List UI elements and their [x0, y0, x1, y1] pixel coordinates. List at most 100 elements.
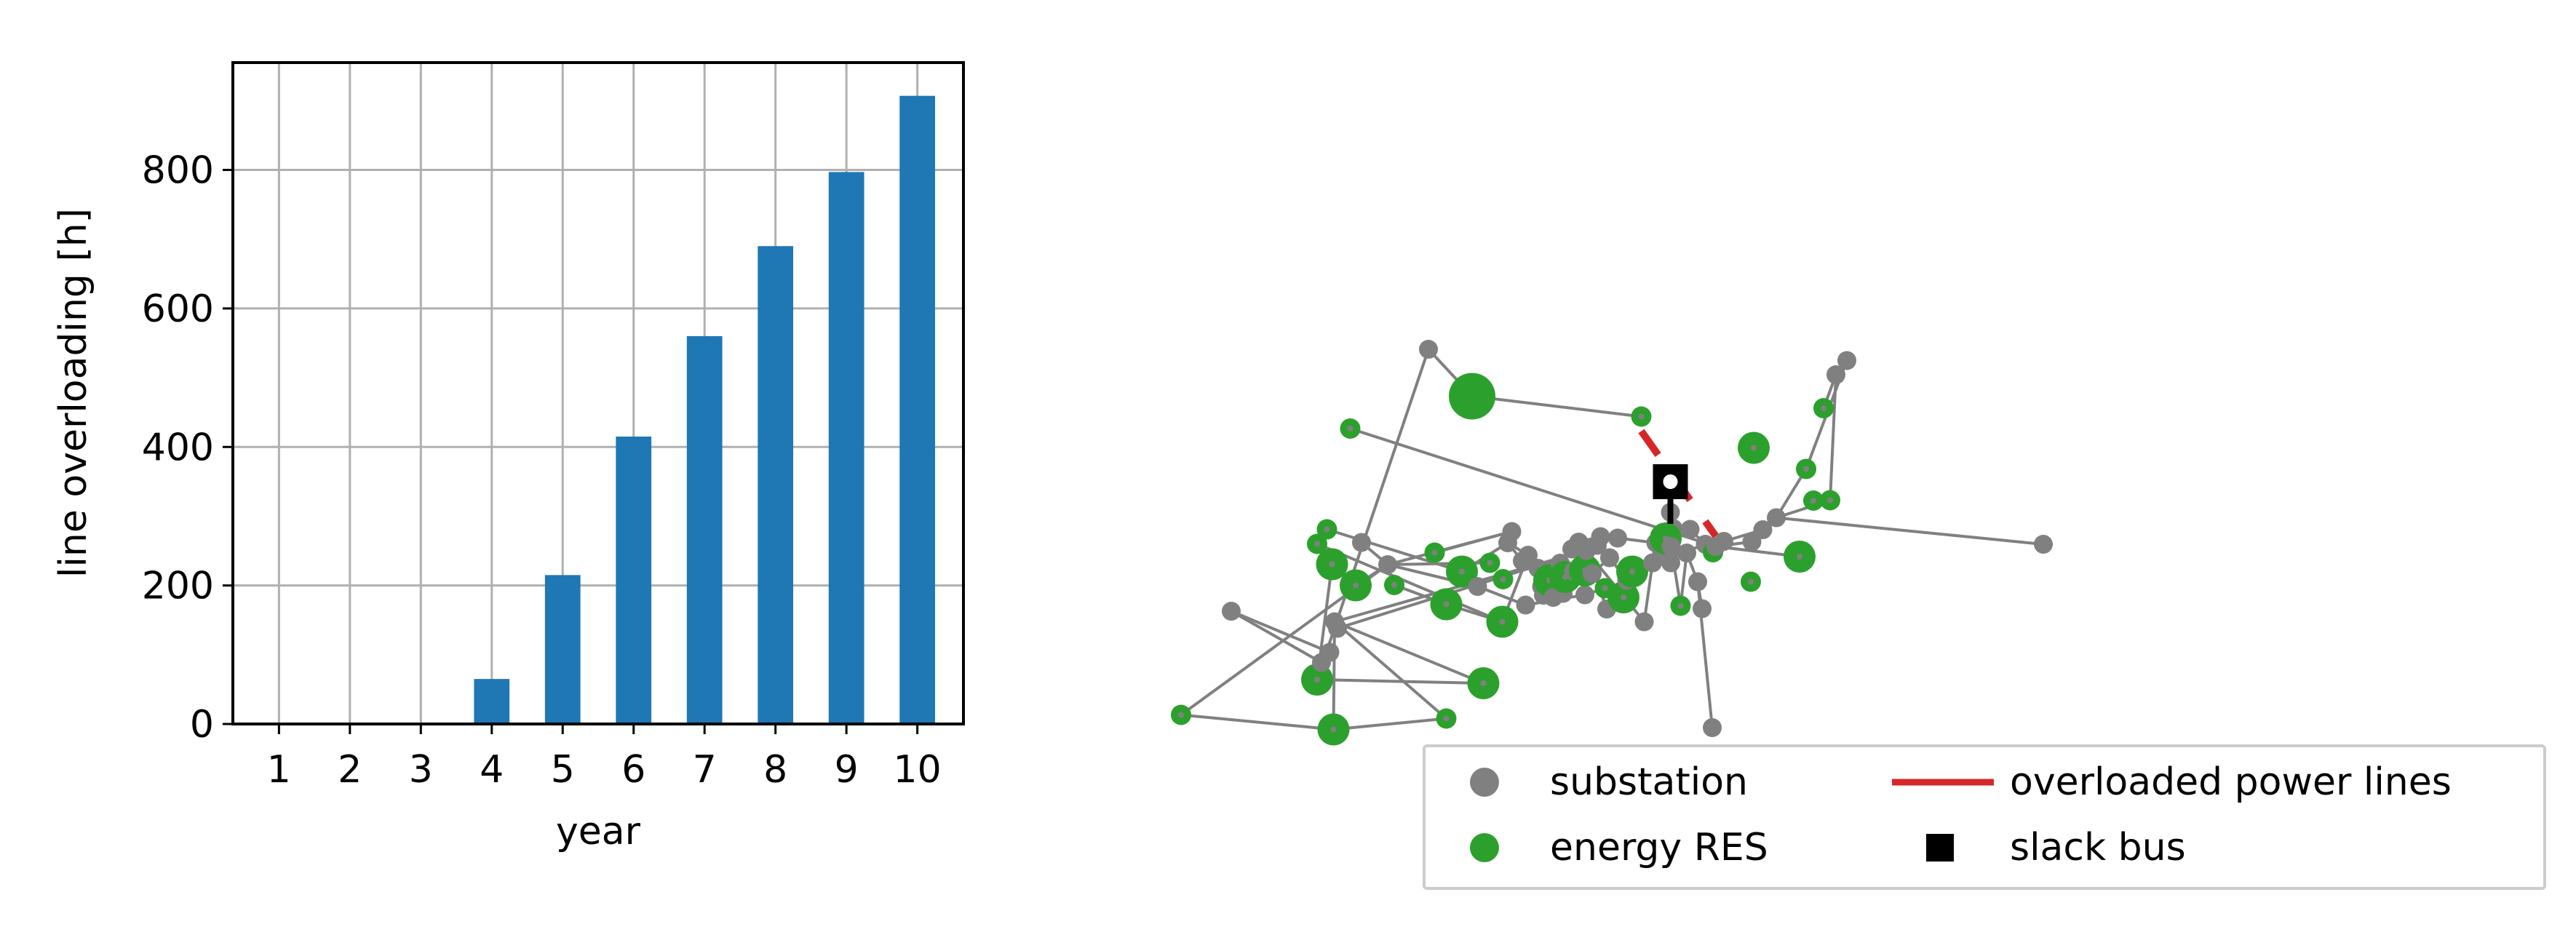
power-line	[1334, 620, 1484, 685]
x-tick-label: 6	[621, 748, 645, 792]
res-node-center	[1314, 541, 1320, 547]
substation-node	[1468, 577, 1487, 596]
legend-box	[1423, 744, 2546, 890]
res-node-center	[1178, 712, 1184, 718]
substation-node	[1516, 595, 1535, 615]
y-tick-label: 800	[142, 149, 214, 193]
res-node-center	[1803, 466, 1809, 472]
res-node-center	[1751, 445, 1757, 451]
y-tick-label: 600	[142, 287, 214, 331]
res-node-center	[1330, 726, 1337, 733]
substation-node	[1583, 564, 1602, 584]
substation-node	[1742, 532, 1762, 552]
res-node-center	[1500, 576, 1506, 582]
res-node-center	[1329, 561, 1335, 568]
x-tick-label: 5	[551, 748, 575, 792]
legend-res-label: energy RES	[1550, 826, 1768, 870]
res-node-center	[1638, 413, 1645, 420]
res-node-center	[1621, 594, 1626, 600]
substation-node	[1608, 528, 1627, 548]
substation-node	[1826, 365, 1845, 384]
y-axis-label: line overloading [h]	[52, 208, 95, 578]
res-node-center	[1602, 585, 1608, 592]
power-line	[1231, 610, 1322, 664]
substation-node	[1837, 351, 1856, 370]
res-node-center	[1480, 680, 1487, 686]
bars	[474, 95, 936, 724]
power-line	[1316, 678, 1484, 685]
y-tick-label: 200	[142, 565, 214, 608]
res-node-center	[1443, 601, 1450, 608]
x-axis-label: year	[556, 810, 641, 854]
res-node-center	[1347, 426, 1353, 431]
plot-frame	[231, 61, 965, 725]
substation-node	[1661, 553, 1680, 573]
substation-node	[1767, 508, 1786, 528]
power-line	[1333, 717, 1447, 731]
x-tick-label: 3	[409, 748, 433, 792]
bar	[686, 335, 723, 724]
x-tick-label: 10	[894, 748, 942, 792]
res-node-center	[1810, 498, 1816, 504]
x-gridlines	[277, 63, 919, 724]
bar	[474, 679, 510, 724]
x-tick-label: 1	[267, 748, 291, 792]
y-tick-label: 0	[190, 703, 214, 747]
res-node	[1449, 373, 1495, 420]
substation-node	[1634, 612, 1654, 632]
power-line	[1471, 394, 1642, 418]
legend-substation-label: substation	[1550, 760, 1748, 804]
network-graph	[1171, 340, 2053, 746]
bar	[758, 246, 794, 724]
y-tick-labels: 0 200 400 600 800	[142, 149, 214, 747]
res-node-center	[1353, 582, 1359, 589]
substation-node	[1575, 585, 1594, 605]
substation-node	[1378, 555, 1397, 574]
power-line	[1316, 542, 1503, 624]
legend-slack-label: slack bus	[2010, 826, 2186, 870]
bar	[544, 575, 581, 724]
bar-chart: 1 2 3 4 5 6 7 8 9 10 0 200 400 600 800 year line over…	[52, 61, 965, 854]
bar	[828, 172, 864, 724]
power-line	[1333, 620, 1447, 720]
network-nodes	[1171, 340, 2053, 746]
res-node-center	[1827, 497, 1833, 504]
substation-node	[1703, 718, 1722, 737]
y-tick-label: 400	[142, 426, 214, 469]
res-node-center	[1499, 618, 1506, 625]
res-node-center	[1443, 715, 1450, 722]
substation-node	[1328, 618, 1347, 638]
power-line	[1829, 374, 1837, 501]
legend: substation energy RES overloaded power l…	[1423, 744, 2546, 890]
substation-node	[1419, 340, 1438, 359]
res-node-center	[1629, 568, 1635, 575]
legend-slack-marker	[1926, 834, 1954, 862]
legend-substation-marker	[1470, 768, 1499, 797]
substation-node	[1320, 642, 1340, 662]
power-line	[1231, 610, 1331, 654]
x-tick-label: 7	[693, 748, 717, 792]
res-node-center	[1487, 560, 1493, 566]
substation-node	[1714, 532, 1733, 551]
res-node-center	[1324, 526, 1330, 533]
x-tick-label: 4	[480, 748, 504, 792]
substation-node	[1600, 548, 1619, 568]
substation-node	[1661, 537, 1681, 556]
x-tick-label: 2	[338, 748, 362, 792]
res-node-center	[1459, 568, 1465, 575]
substation-node	[1680, 520, 1700, 539]
power-line	[1332, 621, 1336, 730]
res-node-center	[1677, 602, 1684, 609]
power-line	[1776, 516, 2044, 546]
slack-bus-marker	[1653, 464, 1688, 524]
power-line	[1180, 713, 1334, 731]
substation-node	[1502, 522, 1522, 541]
x-tick-label: 8	[763, 748, 787, 792]
res-node-center	[1391, 582, 1397, 588]
res-node-center	[1797, 554, 1802, 560]
slack-bus-dot	[1663, 474, 1678, 489]
res-node-center	[1748, 578, 1754, 585]
substation-node	[1591, 527, 1610, 546]
legend-overloaded-label: overloaded power lines	[2010, 760, 2452, 804]
